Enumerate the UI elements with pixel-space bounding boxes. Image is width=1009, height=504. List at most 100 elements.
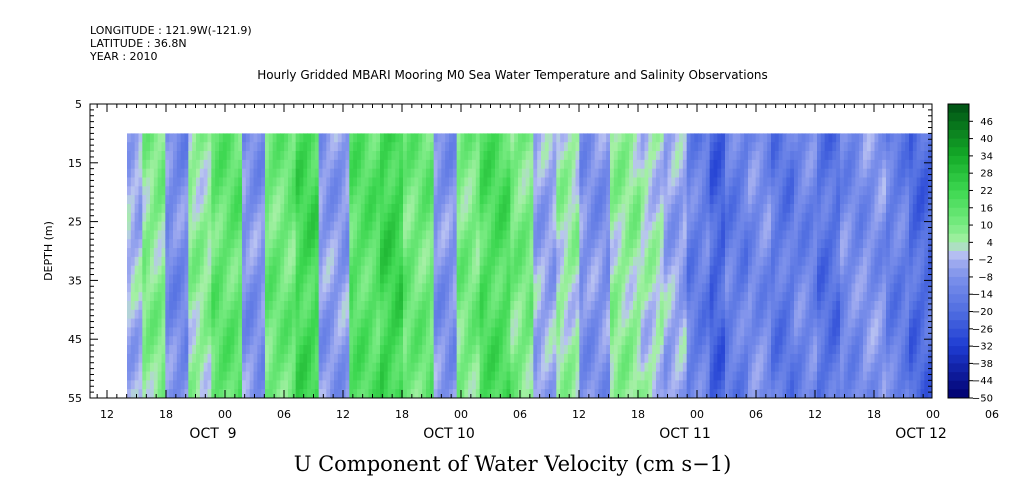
heatmap-cell [372, 275, 376, 284]
heatmap-cell [706, 178, 710, 187]
heatmap-cell [468, 195, 472, 204]
heatmap-cell [296, 301, 300, 310]
heatmap-cell [660, 319, 664, 328]
heatmap-cell [441, 160, 445, 169]
heatmap-cell [376, 327, 380, 336]
heatmap-cell [560, 283, 564, 292]
heatmap-cell [131, 257, 135, 266]
heatmap-cell [185, 169, 189, 178]
heatmap-cell [154, 151, 158, 160]
heatmap-cell [656, 319, 660, 328]
heatmap-cell [457, 151, 461, 160]
heatmap-cell [165, 151, 169, 160]
heatmap-cell [760, 204, 764, 213]
heatmap-cell [702, 151, 706, 160]
heatmap-cell [319, 380, 323, 389]
heatmap-cell [633, 301, 637, 310]
heatmap-cell [756, 257, 760, 266]
heatmap-cell [503, 310, 507, 319]
heatmap-cell [472, 266, 476, 275]
heatmap-cell [388, 275, 392, 284]
heatmap-cell [702, 310, 706, 319]
heatmap-cell [564, 169, 568, 178]
heatmap-cell [660, 213, 664, 222]
heatmap-cell [154, 186, 158, 195]
heatmap-cell [618, 186, 622, 195]
heatmap-cell [591, 372, 595, 381]
heatmap-cell [668, 345, 672, 354]
heatmap-cell [384, 186, 388, 195]
heatmap-cell [714, 248, 718, 257]
heatmap-cell [622, 186, 626, 195]
heatmap-cell [721, 275, 725, 284]
heatmap-cell [602, 239, 606, 248]
heatmap-cell [721, 257, 725, 266]
heatmap-cell [407, 222, 411, 231]
heatmap-cell [514, 372, 518, 381]
heatmap-cell [717, 204, 721, 213]
heatmap-cell [763, 160, 767, 169]
heatmap-cell [572, 142, 576, 151]
heatmap-cell [192, 222, 196, 231]
heatmap-cell [721, 292, 725, 301]
heatmap-cell [326, 266, 330, 275]
heatmap-cell [595, 239, 599, 248]
heatmap-cell [296, 266, 300, 275]
heatmap-cell [714, 230, 718, 239]
heatmap-cell [177, 151, 181, 160]
heatmap-cell [150, 301, 154, 310]
heatmap-cell [181, 345, 185, 354]
heatmap-cell [706, 204, 710, 213]
heatmap-cell [169, 327, 173, 336]
heatmap-cell [752, 319, 756, 328]
heatmap-cell [142, 133, 146, 142]
heatmap-cell [441, 204, 445, 213]
heatmap-cell [223, 213, 227, 222]
heatmap-cell [625, 389, 629, 398]
heatmap-cell [173, 389, 177, 398]
heatmap-cell [438, 283, 442, 292]
heatmap-cell [556, 204, 560, 213]
heatmap-cell [215, 310, 219, 319]
heatmap-cell [261, 345, 265, 354]
heatmap-cell [606, 275, 610, 284]
heatmap-cell [430, 380, 434, 389]
heatmap-cell [461, 266, 465, 275]
heatmap-cell [449, 248, 453, 257]
heatmap-cell [725, 222, 729, 231]
heatmap-cell [652, 133, 656, 142]
heatmap-cell [629, 257, 633, 266]
heatmap-cell [284, 195, 288, 204]
heatmap-cell [254, 292, 258, 301]
heatmap-cell [664, 380, 668, 389]
heatmap-cell [698, 151, 702, 160]
heatmap-cell [526, 248, 530, 257]
heatmap-cell [468, 354, 472, 363]
heatmap-cell [533, 345, 537, 354]
heatmap-cell [353, 248, 357, 257]
heatmap-cell [346, 151, 350, 160]
heatmap-cell [269, 336, 273, 345]
heatmap-cell [265, 204, 269, 213]
heatmap-cell [760, 283, 764, 292]
heatmap-cell [204, 186, 208, 195]
heatmap-cell [622, 266, 626, 275]
heatmap-cell [372, 363, 376, 372]
heatmap-cell [445, 186, 449, 195]
heatmap-cell [583, 380, 587, 389]
heatmap-cell [273, 301, 277, 310]
heatmap-cell [641, 239, 645, 248]
heatmap-cell [250, 363, 254, 372]
heatmap-cell [403, 222, 407, 231]
heatmap-cell [526, 363, 530, 372]
heatmap-cell [181, 213, 185, 222]
heatmap-cell [411, 275, 415, 284]
heatmap-cell [641, 257, 645, 266]
heatmap-cell [269, 389, 273, 398]
heatmap-cell [468, 151, 472, 160]
heatmap-cell [461, 186, 465, 195]
heatmap-cell [679, 354, 683, 363]
heatmap-cell [514, 319, 518, 328]
heatmap-cell [518, 363, 522, 372]
heatmap-cell [438, 195, 442, 204]
